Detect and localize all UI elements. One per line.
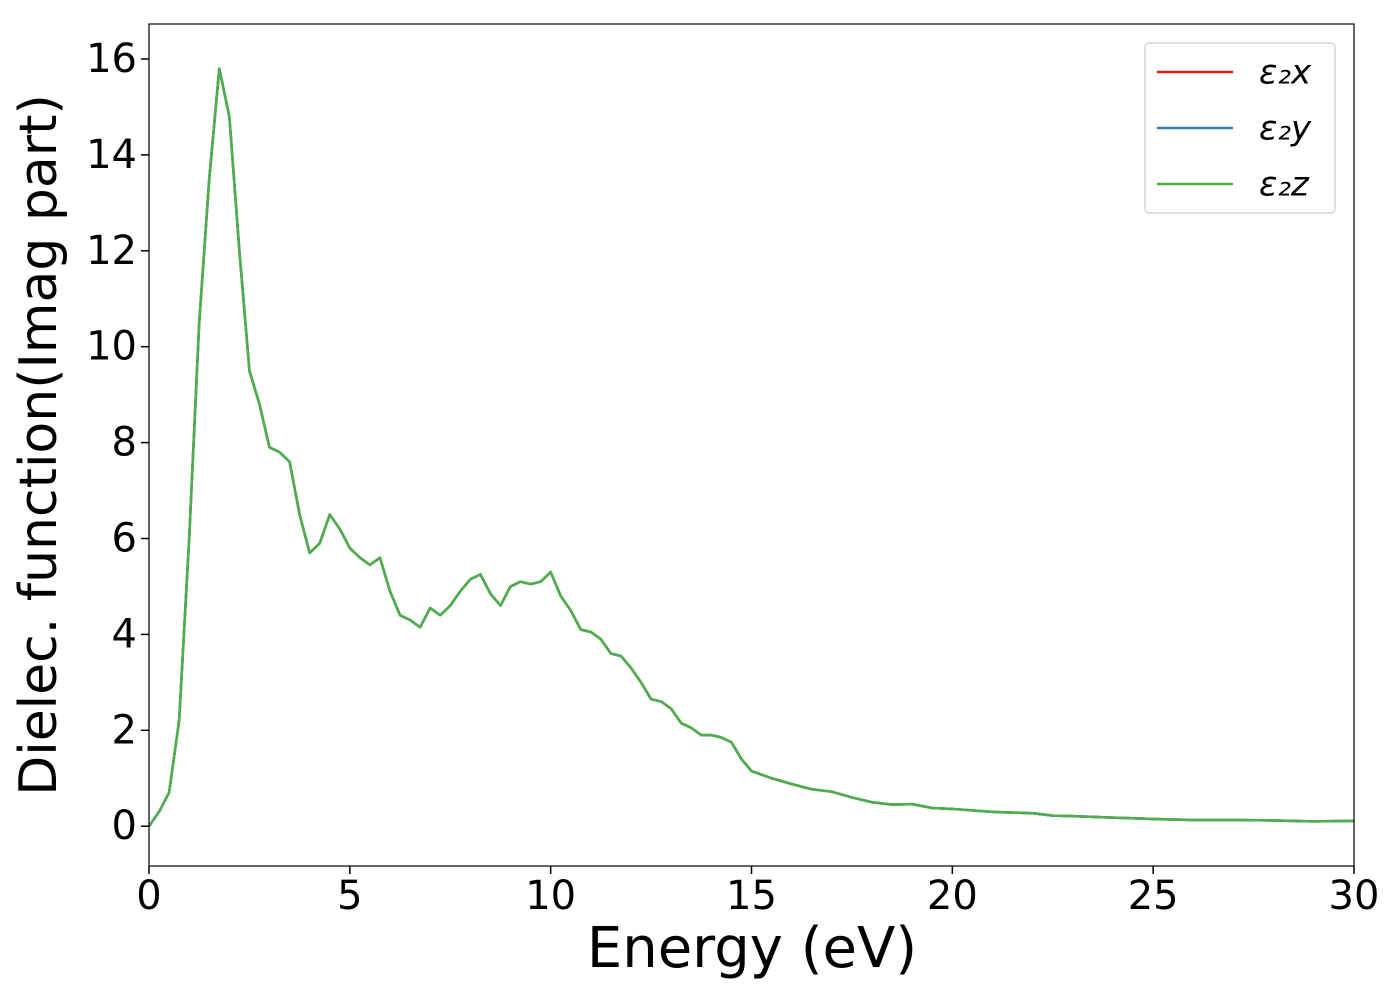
x-tick-label: 15	[726, 873, 777, 919]
x-tick-label: 0	[136, 873, 161, 919]
y-tick-label: 0	[112, 803, 137, 849]
y-tick-label: 4	[112, 611, 137, 657]
y-axis-label: Dielec. function(Imag part)	[9, 94, 69, 796]
y-tick-label: 14	[86, 132, 137, 178]
y-tick-label: 12	[86, 228, 137, 274]
legend-label: ε₂z	[1259, 165, 1310, 205]
line-series	[147, 67, 1355, 827]
legend-label: ε₂x	[1259, 53, 1312, 93]
plot-frame	[148, 23, 1355, 867]
legend-label: ε₂y	[1259, 109, 1312, 149]
legend-box	[1144, 42, 1336, 214]
y-tick-label: 10	[86, 324, 137, 370]
x-tick-label: 30	[1329, 873, 1380, 919]
x-tick-label: 25	[1128, 873, 1179, 919]
x-axis-label: Energy (eV)	[587, 916, 917, 981]
y-tick-label: 2	[112, 707, 137, 753]
x-tick-label: 20	[927, 873, 978, 919]
x-tick-label: 10	[525, 873, 576, 919]
y-tick-label: 8	[112, 420, 137, 466]
y-tick-label: 16	[86, 36, 137, 82]
x-tick-label: 5	[337, 873, 362, 919]
y-tick-label: 6	[112, 516, 137, 562]
